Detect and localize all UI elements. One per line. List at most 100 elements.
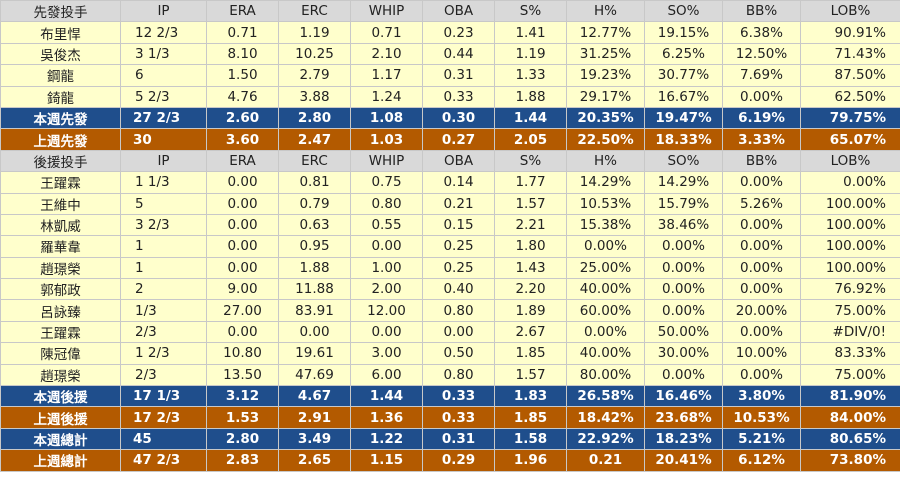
cell-lob: 87.50% — [800, 64, 900, 87]
cell-h: 80.00% — [566, 363, 645, 387]
relievers-week-total-row: 本週後援 17 1/3 3.12 4.67 1.44 0.33 1.83 26.58% 16.4… — [0, 385, 900, 408]
cell-s: 1.83 — [494, 385, 567, 408]
reliever-row: 陳冠偉 1 2/3 10.80 19.61 3.00 0.50 1.85 40.00% 30.0… — [0, 342, 900, 365]
cell-oba: 0.14 — [422, 171, 495, 194]
cell-name: 陳冠偉 — [0, 342, 121, 365]
cell-oba: 0.33 — [422, 406, 495, 429]
cell-name: 本週總計 — [0, 427, 121, 451]
cell-whip: 1.22 — [350, 427, 423, 451]
reliever-row: 王躍霖 1 1/3 0.00 0.81 0.75 0.14 1.77 14.29% 14.29%… — [0, 171, 900, 194]
relievers-header-row: 後援投手 IP ERA ERC WHIP OBA S% H% SO% BB% LOB% — [0, 149, 900, 173]
cell-name: 呂詠臻 — [0, 299, 121, 322]
cell-era: 3.60 — [206, 128, 279, 151]
cell-s: 1.80 — [494, 235, 567, 258]
cell-s: 1.58 — [494, 427, 567, 451]
cell-bb: 0.00% — [722, 213, 801, 237]
cell-so: 19.15% — [644, 21, 723, 44]
cell-s: 1.33 — [494, 64, 567, 87]
cell-era: 10.80 — [206, 342, 279, 365]
cell-lob: 75.00% — [800, 363, 900, 387]
cell-erc: 0.63 — [278, 213, 351, 237]
cell-h: 29.17% — [566, 85, 645, 108]
cell-ip: 1 1/3 — [120, 171, 207, 194]
overall-last-week-row: 上週總計 47 2/3 2.83 2.65 1.15 0.29 1.96 0.21 20.41%… — [0, 449, 900, 472]
cell-era: 2.60 — [206, 106, 279, 130]
cell-bb: 6.19% — [722, 106, 801, 130]
cell-ip: 6 — [120, 64, 207, 87]
header-cell-name: 先發投手 — [0, 0, 121, 23]
cell-h: 0.21 — [566, 449, 645, 472]
cell-era: 1.50 — [206, 64, 279, 87]
cell-erc: 2.47 — [278, 128, 351, 151]
cell-s: 1.57 — [494, 363, 567, 387]
cell-erc: 0.79 — [278, 192, 351, 215]
cell-so: 50.00% — [644, 320, 723, 344]
cell-so: 0.00% — [644, 299, 723, 322]
cell-name: 本週後援 — [0, 385, 121, 408]
cell-erc: 47.69 — [278, 363, 351, 387]
cell-ip: 2/3 — [120, 320, 207, 344]
cell-oba: 0.27 — [422, 128, 495, 151]
cell-erc: 11.88 — [278, 278, 351, 301]
cell-era: 0.00 — [206, 171, 279, 194]
cell-h: 31.25% — [566, 42, 645, 66]
cell-oba: 0.21 — [422, 192, 495, 215]
cell-ip: 47 2/3 — [120, 449, 207, 472]
cell-h: 18.42% — [566, 406, 645, 429]
cell-era: 3.12 — [206, 385, 279, 408]
cell-so: 0.00% — [644, 256, 723, 280]
cell-era: 27.00 — [206, 299, 279, 322]
cell-oba: 0.25 — [422, 235, 495, 258]
cell-bb: 12.50% — [722, 42, 801, 66]
header-cell-h: H% — [566, 0, 645, 23]
cell-oba: 0.44 — [422, 42, 495, 66]
cell-oba: 0.29 — [422, 449, 495, 472]
cell-whip: 0.55 — [350, 213, 423, 237]
cell-so: 14.29% — [644, 171, 723, 194]
cell-name: 本週先發 — [0, 106, 121, 130]
header-cell-bb: BB% — [722, 149, 801, 173]
cell-h: 12.77% — [566, 21, 645, 44]
cell-name: 王躍霖 — [0, 320, 121, 344]
cell-name: 上週後援 — [0, 406, 121, 429]
cell-bb: 5.21% — [722, 427, 801, 451]
cell-s: 1.19 — [494, 42, 567, 66]
cell-s: 2.67 — [494, 320, 567, 344]
cell-s: 1.57 — [494, 192, 567, 215]
cell-lob: 83.33% — [800, 342, 900, 365]
cell-s: 1.89 — [494, 299, 567, 322]
cell-era: 0.00 — [206, 192, 279, 215]
cell-erc: 1.88 — [278, 256, 351, 280]
cell-lob: 100.00% — [800, 213, 900, 237]
reliever-row: 趙璟榮 1 0.00 1.88 1.00 0.25 1.43 25.00% 0.00% 0.00%… — [0, 256, 900, 280]
cell-bb: 0.00% — [722, 256, 801, 280]
cell-so: 30.00% — [644, 342, 723, 365]
reliever-row: 羅華韋 1 0.00 0.95 0.00 0.25 1.80 0.00% 0.00% 0.00% 1… — [0, 235, 900, 258]
cell-bb: 3.33% — [722, 128, 801, 151]
cell-lob: 71.43% — [800, 42, 900, 66]
header-cell-s: S% — [494, 149, 567, 173]
cell-era: 0.00 — [206, 320, 279, 344]
cell-h: 10.53% — [566, 192, 645, 215]
cell-so: 20.41% — [644, 449, 723, 472]
cell-lob: 76.92% — [800, 278, 900, 301]
cell-s: 1.41 — [494, 21, 567, 44]
cell-s: 2.05 — [494, 128, 567, 151]
cell-erc: 2.65 — [278, 449, 351, 472]
cell-bb: 0.00% — [722, 363, 801, 387]
cell-s: 2.21 — [494, 213, 567, 237]
cell-ip: 2 — [120, 278, 207, 301]
cell-whip: 0.75 — [350, 171, 423, 194]
cell-whip: 0.80 — [350, 192, 423, 215]
cell-oba: 0.00 — [422, 320, 495, 344]
cell-whip: 0.71 — [350, 21, 423, 44]
starter-row: 錡龍 5 2/3 4.76 3.88 1.24 0.33 1.88 29.17% 16.67% 0… — [0, 85, 900, 108]
reliever-row: 林凱威 3 2/3 0.00 0.63 0.55 0.15 2.21 15.38% 38.46%… — [0, 213, 900, 237]
cell-so: 6.25% — [644, 42, 723, 66]
cell-erc: 1.19 — [278, 21, 351, 44]
cell-era: 0.00 — [206, 235, 279, 258]
cell-lob: 90.91% — [800, 21, 900, 44]
cell-era: 0.71 — [206, 21, 279, 44]
header-cell-era: ERA — [206, 149, 279, 173]
cell-erc: 3.88 — [278, 85, 351, 108]
